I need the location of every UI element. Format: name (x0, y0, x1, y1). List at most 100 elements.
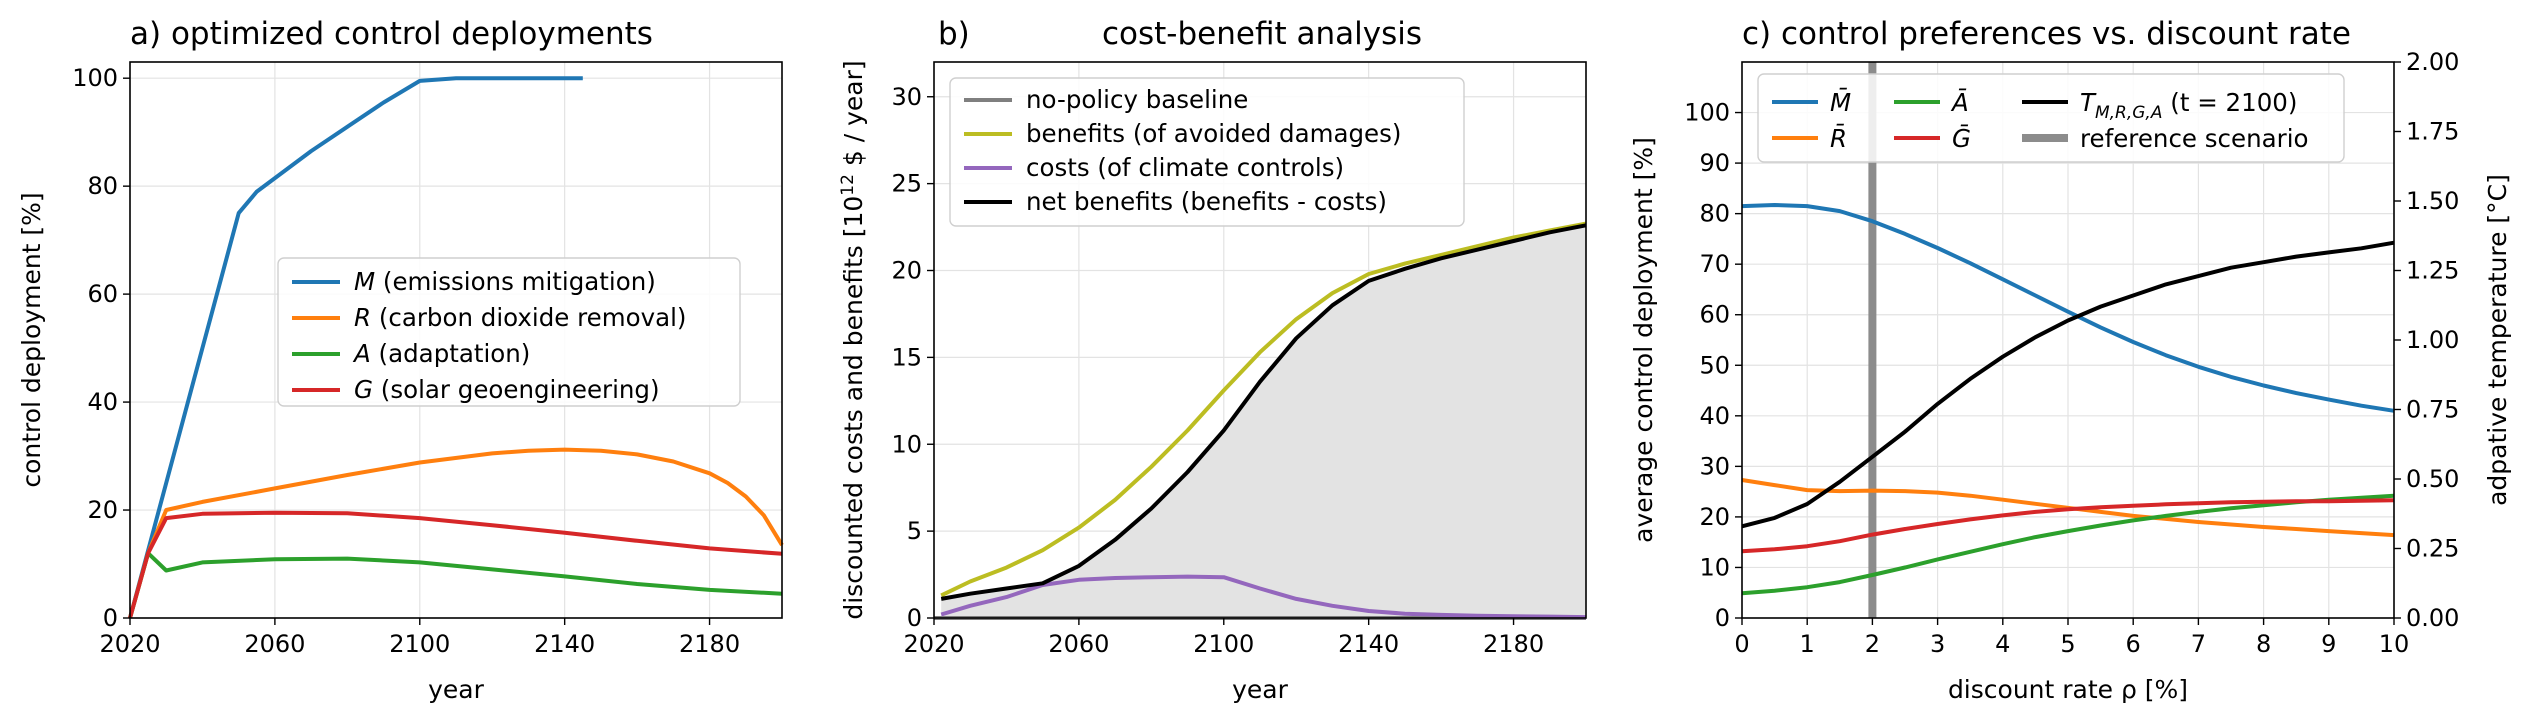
panel-c-ytick-label: 50 (1699, 351, 1730, 379)
panel-c-ytick-label: 100 (1684, 99, 1730, 127)
panel-a-legend-label: M (emissions mitigation) (354, 267, 656, 296)
panel-a-legend-label: R (carbon dioxide removal) (354, 303, 686, 332)
panel-b-xtick-label: 2100 (1193, 630, 1254, 658)
panel-a-legend-text: (carbon dioxide removal) (371, 303, 686, 332)
panel-b-ylabel-main: discounted costs and benefits [10 (839, 196, 868, 620)
panel-c-legend-text: (t = 2100) (2162, 88, 2297, 117)
panel-b-ytick-label: 25 (891, 170, 922, 198)
panel-c-ytick-label: 60 (1699, 301, 1730, 329)
panel-c-lines (1741, 203, 2395, 596)
panel-c-ytick-label: 40 (1699, 402, 1730, 430)
panel-a-deployments: 2020 2060 2100 2140 2180 0 20 40 60 80 100 a) opti… (17, 16, 784, 704)
panel-a-xtick-label: 2140 (534, 630, 595, 658)
panel-c-legend-symbol: T (2080, 88, 2097, 117)
panel-c-ytick-label: 30 (1699, 452, 1730, 480)
panel-b-series-3-line (940, 223, 1587, 601)
panel-c-legend-label: R̄ (1830, 124, 1847, 153)
panel-a-legend-symbol: G (354, 375, 373, 404)
panel-c-ytick-right-label: 1.00 (2406, 326, 2459, 354)
panel-a-xtick-label: 2020 (99, 630, 160, 658)
panel-c-legend-label: Ḡ (1952, 124, 1971, 153)
panel-c-legend-subscript: M,R,G,A (2095, 103, 2163, 123)
panel-b-ytick-label: 30 (891, 83, 922, 111)
panel-a-xtick-label: 2100 (389, 630, 450, 658)
panel-a-xtick-label: 2060 (244, 630, 305, 658)
panel-b-xtick-label: 2180 (1483, 630, 1544, 658)
panel-b-legend-box (949, 77, 1465, 227)
panel-c-series-0-line (1741, 203, 2395, 413)
panel-c-ytick-label: 70 (1699, 250, 1730, 278)
panel-c-ytick-label: 20 (1699, 503, 1730, 531)
panel-a-legend-symbol: A (352, 339, 371, 368)
panel-b-title-prefix: b) (938, 16, 970, 52)
panel-c-xtick-label: 4 (1995, 630, 2010, 658)
panel-b-title: cost-benefit analysis (1102, 16, 1422, 52)
panel-a-legend-text: (emissions mitigation) (375, 267, 656, 296)
panel-c-ytick-right-label: 0.25 (2406, 535, 2459, 563)
panel-c-ylabel: average control deployment [%] (1629, 137, 1658, 543)
panel-b-ytick-label: 15 (891, 343, 922, 371)
panel-a-frame (129, 61, 783, 619)
panel-c-ytick-right-label: 0.50 (2406, 465, 2459, 493)
panel-c-xtick-label: 2 (1865, 630, 1880, 658)
panel-b-ytick-label: 10 (891, 430, 922, 458)
panel-c-legend-label: Ā (1950, 88, 1969, 117)
panel-a-ytick-label: 60 (87, 280, 118, 308)
panel-c-ytick-right-label: 2.00 (2406, 48, 2459, 76)
panel-c-discount-rate: 0 1 2 3 4 5 6 7 8 9 1001020304050607080901000.000.… (1629, 16, 2512, 704)
panel-b-xlabel: year (1232, 675, 1288, 704)
panel-a-series-1-line (128, 447, 784, 619)
panel-c-ytick-label: 10 (1699, 553, 1730, 581)
panel-b-ticks: 2020 2060 2100 2140 2180 0 5 10 15 20 25 30 (891, 83, 1544, 658)
panel-c-xtick-label: 6 (2126, 630, 2141, 658)
panel-c-series-3-line (1741, 498, 2395, 554)
panel-a-legend-box (277, 257, 741, 407)
panel-a-ytick-label: 100 (72, 64, 118, 92)
panel-c-series-4-line (1741, 240, 2395, 529)
panel-a-title: a) optimized control deployments (130, 16, 653, 52)
panel-b-legend-label: no-policy baseline (1026, 85, 1248, 114)
panel-c-legend-label: reference scenario (2080, 124, 2309, 153)
panel-b-ytick-label: 20 (891, 257, 922, 285)
panel-c-ticks: 0 1 2 3 4 5 6 7 8 9 1001020304050607080901000.000.… (1684, 48, 2459, 658)
panel-b-legend-label: net benefits (benefits - costs) (1026, 187, 1387, 216)
panel-b-ylabel-sup: 12 (838, 174, 858, 196)
panel-c-xtick-label: 7 (2191, 630, 2206, 658)
panel-c-xlabel: discount rate ρ [%] (1948, 675, 2188, 704)
panel-a-ytick-label: 20 (87, 496, 118, 524)
panel-c-ytick-label: 80 (1699, 200, 1730, 228)
panel-c-xtick-label: 9 (2321, 630, 2336, 658)
panel-c-ylabel-right: adpative temperature [°C] (2483, 174, 2512, 506)
panel-a-ylabel: control deployment [%] (17, 192, 46, 487)
panel-a-ticks: 2020 2060 2100 2140 2180 0 20 40 60 80 100 (72, 64, 740, 658)
panel-a-legend-symbol: R (354, 303, 371, 332)
panel-a-legend-text: (adaptation) (371, 339, 531, 368)
panel-c-xtick-label: 5 (2060, 630, 2075, 658)
panel-c-ytick-label: 90 (1699, 149, 1730, 177)
panel-b-xtick-label: 2140 (1338, 630, 1399, 658)
panel-a-legend-text: (solar geoengineering) (373, 375, 660, 404)
panel-a-series-0-line (128, 76, 583, 619)
panel-c-ytick-right-label: 0.75 (2406, 396, 2459, 424)
panel-b-legend: no-policy baseline benefits (of avoided d… (949, 77, 1465, 227)
panel-c-xtick-label: 3 (1930, 630, 1945, 658)
panel-a-legend-label: A (adaptation) (352, 339, 530, 368)
panel-b-xtick-label: 2020 (903, 630, 964, 658)
panel-b-net-benefit-area (941, 225, 1586, 619)
panel-a-legend-label: G (solar geoengineering) (354, 375, 660, 404)
panel-a-xtick-label: 2180 (679, 630, 740, 658)
panel-c-ytick-right-label: 1.25 (2406, 257, 2459, 285)
panel-c-legend-label: M̄ (1830, 88, 1851, 117)
panel-b-ytick-label: 0 (907, 604, 922, 632)
panel-b-cost-benefit: 2020 2060 2100 2140 2180 0 5 10 15 20 25 30 b) cost… (838, 16, 1587, 704)
panel-c-xtick-label: 0 (1734, 630, 1749, 658)
panel-b-legend-label: benefits (of avoided damages) (1026, 119, 1401, 148)
panel-c-xtick-label: 1 (1800, 630, 1815, 658)
panel-c-xtick-label: 8 (2256, 630, 2271, 658)
panel-c-legend-label: TM,R,G,A (t = 2100) (2080, 88, 2297, 123)
panel-c-ytick-right-label: 1.75 (2406, 118, 2459, 146)
panel-b-ylabel: discounted costs and benefits [1012 $ / … (838, 60, 868, 619)
panel-b-legend-label: costs (of climate controls) (1026, 153, 1344, 182)
